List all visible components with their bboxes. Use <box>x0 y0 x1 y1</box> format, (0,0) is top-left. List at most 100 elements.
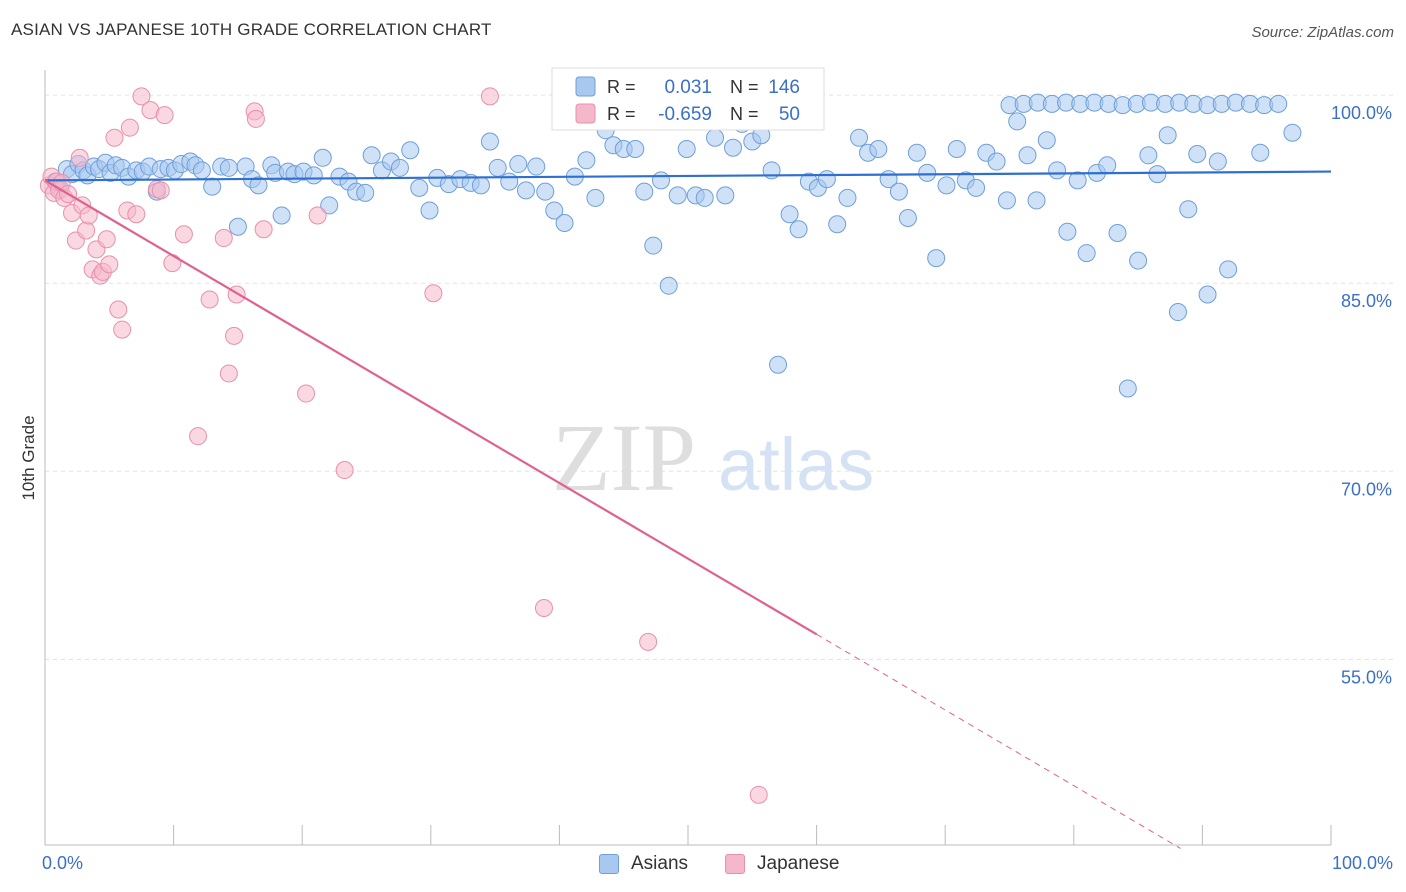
japanese-point <box>77 221 96 240</box>
asians-point <box>1148 165 1167 184</box>
asians-point <box>488 158 507 177</box>
legend-swatch-japanese-bottom <box>725 854 745 874</box>
japanese-point <box>189 427 208 446</box>
japanese-point <box>70 148 89 167</box>
asians-point <box>586 188 605 207</box>
asians-point <box>677 140 696 159</box>
stats-legend-frame <box>551 67 825 131</box>
asians-point <box>1118 379 1137 398</box>
asians-point <box>577 151 596 170</box>
japanese-point <box>254 220 273 239</box>
asians-point <box>1179 200 1198 219</box>
asians-point <box>362 146 381 165</box>
watermark-zip: ZIP <box>552 404 696 511</box>
japanese-point <box>534 598 553 617</box>
japanese-point <box>297 384 316 403</box>
asians-point <box>1208 152 1227 171</box>
japanese-point <box>155 106 174 125</box>
asians-point <box>987 152 1006 171</box>
watermark: ZIP atlas <box>552 404 874 511</box>
asians-point <box>410 178 429 197</box>
japanese-point <box>200 290 219 309</box>
axis-layer: 10th Grade 100.0% 85.0% 70.0% 55.0% 0.0% 100.… <box>19 70 1393 873</box>
japanese-point <box>97 230 116 249</box>
asians-point <box>536 182 555 201</box>
asians-point <box>918 163 937 182</box>
asians-point <box>1058 222 1077 241</box>
asians-point <box>1077 244 1096 263</box>
y-axis-label: 10th Grade <box>19 415 38 500</box>
asians-point <box>1027 191 1046 210</box>
japanese-point <box>105 128 124 147</box>
legend-n-label-asians: N = <box>730 77 759 97</box>
legend-item-asians[interactable]: Asians <box>599 853 688 875</box>
asians-point <box>898 208 917 227</box>
asians-point <box>1158 126 1177 145</box>
asians-point <box>249 176 268 195</box>
japanese-point <box>113 320 132 339</box>
asians-point <box>789 220 808 239</box>
japanese-point <box>127 205 146 224</box>
japanese-point <box>109 300 128 319</box>
japanese-point <box>100 255 119 274</box>
asians-point <box>1251 143 1270 162</box>
chart-title: ASIAN VS JAPANESE 10TH GRADE CORRELATION… <box>11 20 492 39</box>
legend-n-value-asians: 146 <box>768 77 800 98</box>
japanese-point <box>424 284 443 303</box>
asians-point <box>1068 171 1087 190</box>
asians-point <box>635 182 654 201</box>
japanese-point <box>214 229 233 248</box>
asians-point <box>1018 146 1037 165</box>
asians-point <box>1269 94 1288 113</box>
asians-point <box>1219 260 1238 279</box>
asians-point <box>1188 145 1207 164</box>
asians-point <box>219 158 238 177</box>
japanese-point <box>132 87 151 106</box>
asians-point <box>203 177 222 196</box>
asians-point <box>1129 251 1148 270</box>
legend-swatch-asians <box>575 76 596 97</box>
y-tick-label: 85.0% <box>1341 291 1392 311</box>
japanese-point <box>174 225 193 244</box>
japanese-point <box>120 118 139 137</box>
asians-point <box>967 178 986 197</box>
japanese-point <box>308 206 327 225</box>
asians-point <box>937 176 956 195</box>
asians-point <box>272 206 291 225</box>
legend-item-japanese[interactable]: Japanese <box>725 853 839 875</box>
asians-point <box>480 132 499 151</box>
legend-n-value-japanese: 50 <box>779 104 800 125</box>
asians-point <box>695 188 714 207</box>
asians-point <box>420 201 439 220</box>
series-legend: Asians Japanese <box>0 850 1406 880</box>
japanese-point <box>335 461 354 480</box>
asians-point <box>706 128 725 147</box>
japanese-point <box>225 326 244 345</box>
asians-point <box>1283 123 1302 142</box>
legend-r-label-asians: R = <box>607 77 636 97</box>
japanese-point <box>246 109 265 128</box>
points-layer <box>39 87 1302 804</box>
asians-point <box>1008 112 1027 131</box>
asians-point <box>626 140 645 159</box>
asians-point <box>390 158 409 177</box>
asians-point <box>509 155 528 174</box>
asians-point <box>1168 303 1187 322</box>
asians-point <box>769 355 788 374</box>
y-tick-label: 70.0% <box>1341 479 1392 499</box>
legend-r-value-japanese: -0.659 <box>658 104 712 125</box>
source-note: Source: ZipAtlas.com <box>1251 24 1394 41</box>
asians-point <box>313 148 332 167</box>
japanese-point <box>480 87 499 106</box>
asians-point <box>1198 285 1217 304</box>
y-tick-label: 100.0% <box>1331 103 1392 123</box>
asians-point <box>780 205 799 224</box>
asians-point <box>869 140 888 159</box>
asians-point <box>401 141 420 160</box>
japanese-point <box>219 364 238 383</box>
japanese-trend-line-extension <box>816 633 1181 849</box>
japanese-point <box>163 254 182 273</box>
legend-r-label-japanese: R = <box>607 104 636 124</box>
japanese-trend-line <box>44 179 818 636</box>
asians-point <box>320 196 339 215</box>
